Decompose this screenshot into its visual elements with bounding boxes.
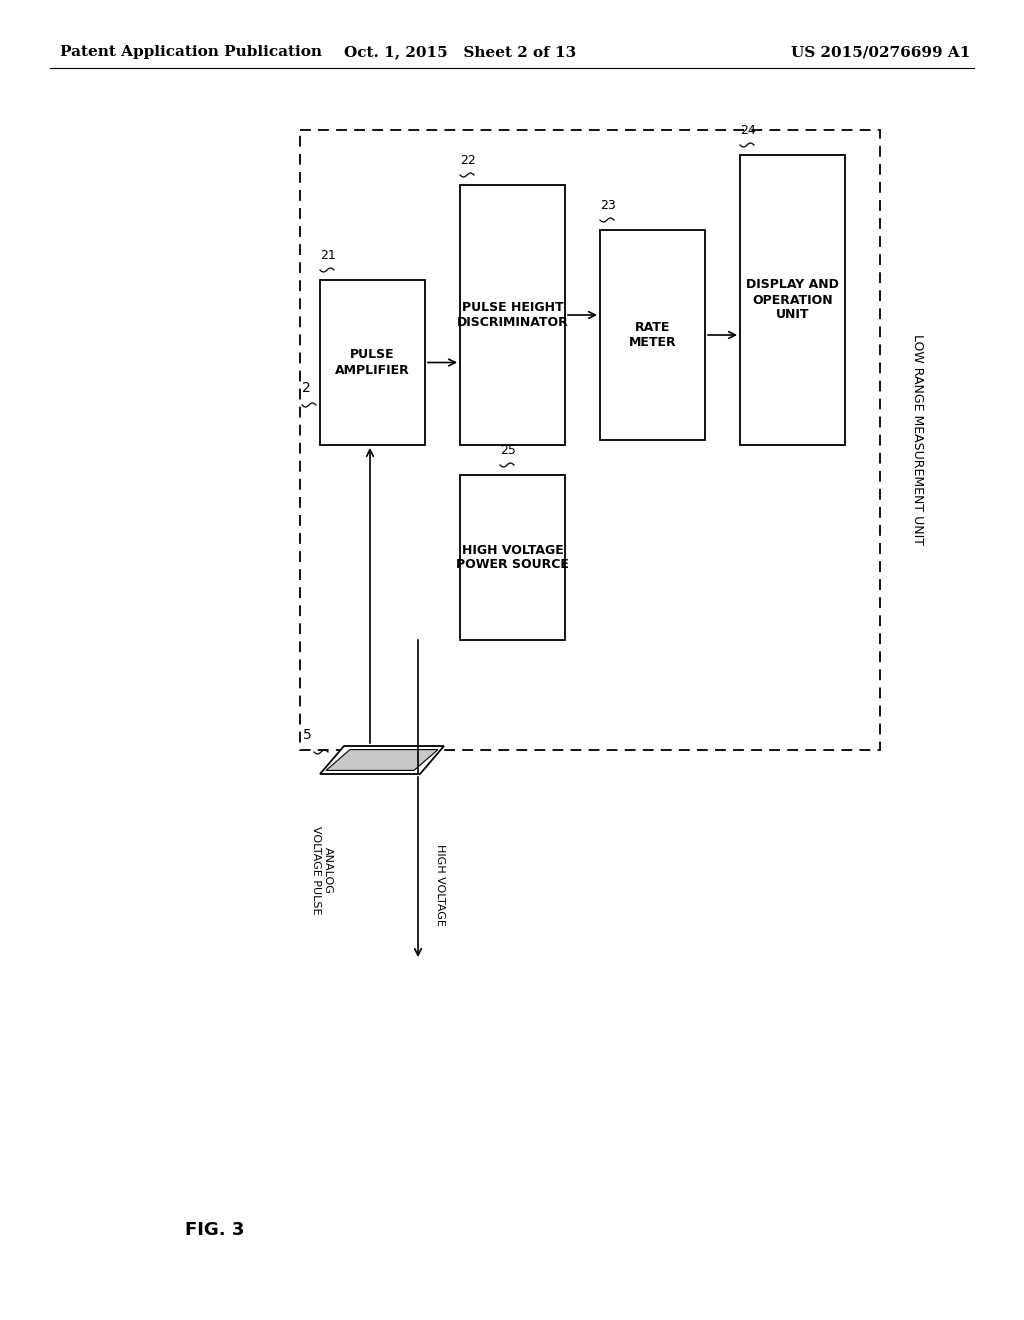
Bar — [460, 185, 565, 445]
Text: 23: 23 — [600, 199, 615, 213]
Text: FIG. 3: FIG. 3 — [185, 1221, 245, 1239]
Text: 21: 21 — [319, 249, 336, 261]
Text: Oct. 1, 2015   Sheet 2 of 13: Oct. 1, 2015 Sheet 2 of 13 — [344, 45, 577, 59]
Text: 22: 22 — [460, 154, 476, 168]
Bar — [319, 280, 425, 445]
Polygon shape — [326, 750, 438, 771]
Bar — [600, 230, 705, 440]
Polygon shape — [319, 746, 444, 774]
Text: 5: 5 — [303, 729, 312, 742]
Text: Patent Application Publication: Patent Application Publication — [60, 45, 322, 59]
Text: PULSE HEIGHT
DISCRIMINATOR: PULSE HEIGHT DISCRIMINATOR — [457, 301, 568, 329]
Bar — [740, 154, 845, 445]
Text: HIGH VOLTAGE: HIGH VOLTAGE — [435, 843, 445, 925]
Text: PULSE
AMPLIFIER: PULSE AMPLIFIER — [335, 348, 410, 376]
Text: 2: 2 — [302, 381, 310, 395]
Text: LOW RANGE MEASUREMENT UNIT: LOW RANGE MEASUREMENT UNIT — [911, 334, 925, 545]
Text: 25: 25 — [500, 444, 516, 457]
Text: RATE
METER: RATE METER — [629, 321, 676, 348]
Bar — [300, 129, 880, 750]
Text: DISPLAY AND
OPERATION
UNIT: DISPLAY AND OPERATION UNIT — [746, 279, 839, 322]
Bar — [460, 475, 565, 640]
Text: ANALOG
VOLTAGE PULSE: ANALOG VOLTAGE PULSE — [311, 826, 333, 915]
Text: US 2015/0276699 A1: US 2015/0276699 A1 — [791, 45, 970, 59]
Text: HIGH VOLTAGE
POWER SOURCE: HIGH VOLTAGE POWER SOURCE — [456, 544, 569, 572]
Text: 24: 24 — [740, 124, 756, 137]
